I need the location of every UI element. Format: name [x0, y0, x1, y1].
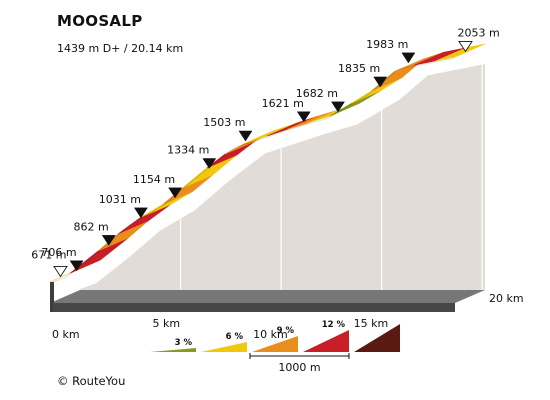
legend-wedge	[252, 336, 298, 352]
baseline-top-face	[50, 290, 485, 303]
filled-triangle-marker	[401, 52, 416, 64]
filled-triangle-marker	[101, 235, 116, 246]
elevation-label: 706 m	[41, 246, 76, 259]
filled-triangle-marker	[296, 111, 311, 123]
km-tick-label: 5 km	[153, 317, 181, 330]
gradient-ribbon	[49, 43, 486, 312]
gradient-segment	[287, 109, 338, 130]
legend-label: 9 %	[277, 326, 295, 336]
legend-wedge	[201, 342, 247, 352]
filled-triangle-marker	[69, 260, 84, 272]
ribbon-start-edge	[50, 282, 53, 312]
open-triangle-marker	[53, 266, 68, 278]
filled-triangle-marker	[373, 76, 388, 88]
open-triangle-marker	[458, 41, 473, 53]
elevation-label: 1154 m	[133, 173, 175, 186]
profile-wall	[80, 64, 485, 290]
profile-wall-face	[80, 64, 485, 290]
legend-wedge-steep	[354, 324, 400, 352]
baseline-front-face	[50, 303, 455, 312]
gradient-legend: 3 % 6 % 9 % 12 % 1000 m	[150, 320, 400, 374]
elevation-label: 1835 m	[338, 62, 380, 75]
filled-triangle-marker	[133, 207, 148, 219]
filled-triangle-marker	[168, 187, 183, 199]
legend-wedge	[150, 348, 196, 352]
km-tick-label: 10 km	[253, 328, 288, 341]
km-tick-label: 0 km	[52, 328, 80, 341]
filled-triangle-marker	[238, 130, 253, 142]
legend-label: 12 %	[322, 320, 346, 330]
elevation-label: 1621 m	[262, 97, 304, 110]
elevation-label: 1334 m	[167, 144, 209, 157]
legend-label: 3 %	[175, 338, 193, 348]
distance-axis: 0 km 5 km 10 km 15 km 20 km	[52, 292, 524, 341]
km-tick-label: 20 km	[489, 292, 524, 305]
gradient-segment	[413, 47, 467, 66]
gradient-segment	[244, 122, 298, 144]
profile-baseline	[50, 290, 485, 312]
elevation-label: 1031 m	[99, 193, 141, 206]
elevation-label: 1682 m	[296, 87, 338, 100]
gradient-segment	[435, 43, 486, 62]
scale-bar-label: 1000 m	[278, 361, 320, 374]
elevation-label: 2053 m	[458, 26, 500, 39]
filled-triangle-marker	[202, 158, 217, 169]
routeyou-credit: © RouteYou	[57, 374, 126, 388]
filled-triangle-marker	[331, 101, 345, 113]
elevation-label: 1503 m	[203, 116, 245, 129]
chart-subtitle: 1439 m D+ / 20.14 km	[57, 42, 184, 55]
legend-wedge	[303, 330, 349, 352]
legend-label: 6 %	[226, 332, 244, 342]
chart-title: MOOSALP	[57, 12, 143, 30]
elevation-label: 862 m	[74, 220, 109, 233]
ribbon-edge	[49, 57, 456, 284]
elevation-label: 1983 m	[366, 38, 408, 51]
km-tick-label: 15 km	[354, 317, 389, 330]
elevation-label: 671 m	[31, 248, 66, 261]
